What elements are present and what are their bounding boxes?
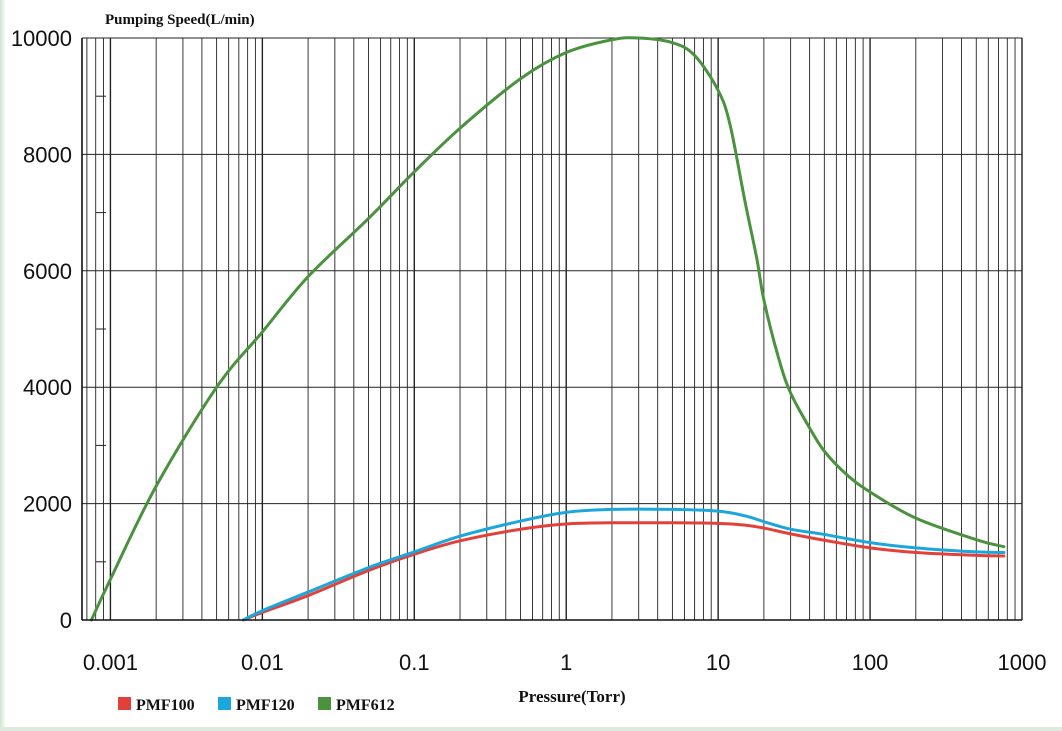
y-tick-label: 10000 [11,26,72,51]
grid [82,37,1023,621]
legend-swatch [218,697,231,710]
x-tick-label: 10 [706,650,730,675]
x-tick-label: 0.01 [241,650,284,675]
x-axis-label: Pressure(Torr) [518,687,625,706]
series-line-pmf100 [241,521,1006,622]
y-tick-label: 8000 [23,142,72,167]
y-tick-label: 2000 [23,492,72,517]
x-tick-label: 1000 [998,650,1047,675]
legend-item-pmf100: PMF100 [118,697,195,714]
legend-swatch [118,697,131,710]
x-tick-label: 100 [852,650,889,675]
legend-swatch [318,697,331,710]
plot-frame [81,38,1022,621]
left-edge-decoration [0,0,6,731]
legend-label: PMF100 [136,697,195,714]
bottom-edge-decoration [0,727,1062,731]
x-tick-label: 0.1 [399,650,430,675]
y-tick-label: 6000 [23,259,72,284]
tick-labels: 0 2000 4000 6000 8000 10000 0.001 0.01 0.1 1 10 100… [11,26,1047,675]
x-tick-label: 0.001 [83,650,138,675]
legend-item-pmf120: PMF120 [218,697,295,714]
legend-label: PMF120 [236,697,295,714]
y-axis-label: Pumping Speed(L/min) [105,12,255,28]
y-tick-label: 4000 [23,375,72,400]
legend-label: PMF612 [336,697,395,714]
series-line-pmf120 [241,507,1006,622]
y-tick-label: 0 [60,608,72,633]
series-lines [89,36,1006,622]
legend-item-pmf612: PMF612 [318,697,395,714]
legend: PMF100 PMF120 PMF612 [118,697,395,714]
x-tick-label: 1 [560,650,572,675]
series-line-pmf612 [89,36,1006,622]
